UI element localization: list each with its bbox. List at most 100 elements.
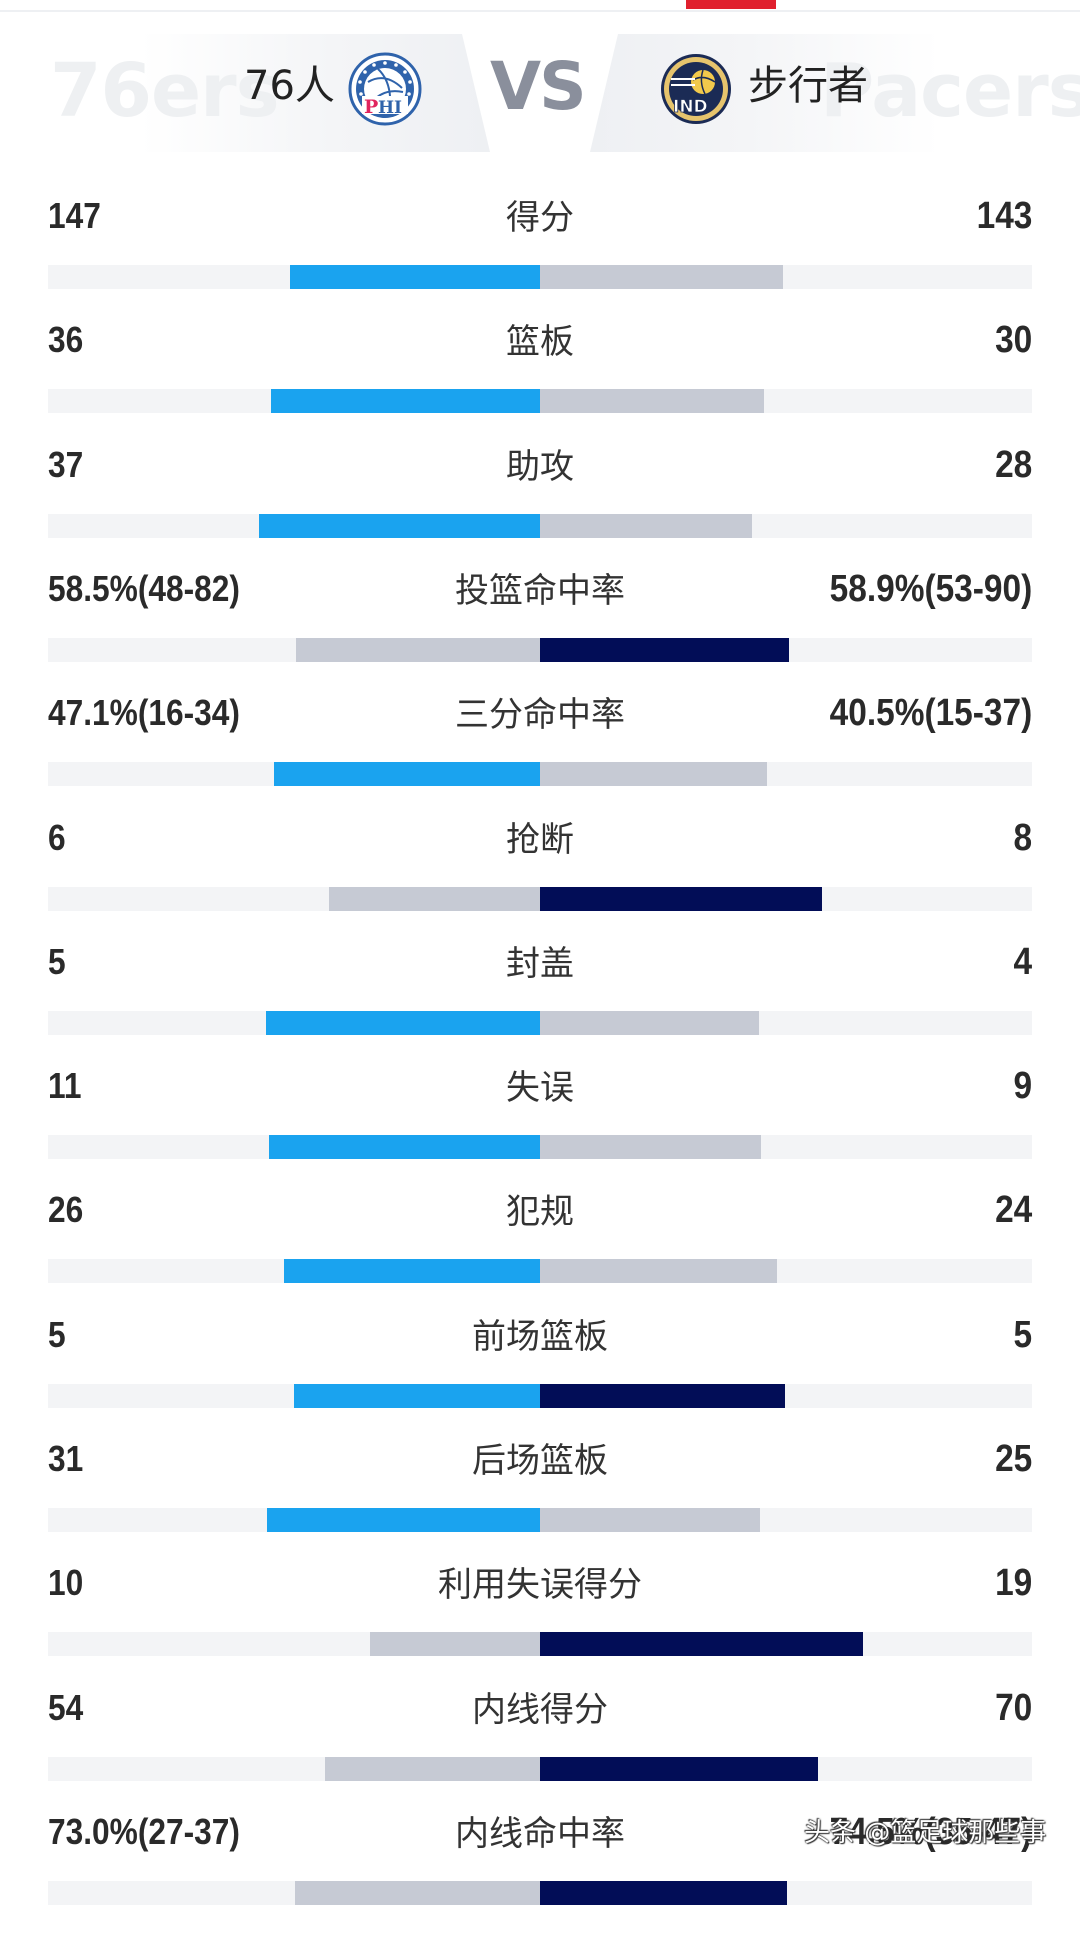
stat-row: 73.0%(27-37) 内线命中率 74.5%(35-47): [0, 1811, 1080, 1956]
away-stat-bar: [540, 265, 783, 289]
away-stat-value: 19: [994, 1562, 1032, 1605]
away-stat-value: 58.9%(53-90): [829, 567, 1032, 610]
stat-row: 31 后场篮板 25: [0, 1438, 1080, 1583]
stat-row: 5 封盖 4: [0, 941, 1080, 1086]
away-stat-value: 30: [994, 319, 1032, 362]
home-stat-bar: [296, 637, 540, 662]
home-stat-value: 37: [48, 443, 84, 485]
home-team-name[interactable]: 76人: [244, 63, 335, 109]
stat-row: 147 得分 143: [0, 195, 1080, 340]
home-stat-value: 5: [48, 940, 66, 982]
home-stat-value: 31: [48, 1438, 84, 1479]
stat-row: 5 前场篮板 5: [0, 1314, 1080, 1459]
home-stat-bar: [329, 886, 540, 911]
stat-label: 投篮命中率: [455, 570, 625, 611]
stat-row: 36 篮板 30: [0, 319, 1080, 464]
stat-row: 10 利用失误得分 19: [0, 1562, 1080, 1707]
home-stat-bar: [370, 1632, 540, 1657]
home-panel-bg: [140, 34, 490, 152]
stat-row: 37 助攻 28: [0, 444, 1080, 589]
home-stat-bar: [325, 1756, 540, 1781]
away-watermark: Pacers: [820, 48, 1080, 134]
away-stat-bar: [540, 1135, 761, 1160]
stat-label: 助攻: [506, 446, 574, 487]
away-stat-bar: [540, 1259, 777, 1284]
away-team-name[interactable]: 步行者: [748, 63, 868, 109]
home-stat-bar: [295, 1880, 540, 1905]
home-stat-value: 147: [48, 195, 101, 236]
away-stat-value: 70: [994, 1686, 1032, 1729]
stat-label: 失误: [506, 1068, 574, 1109]
away-stat-bar: [540, 886, 822, 911]
away-stat-bar: [540, 389, 764, 414]
away-stat-value: 5: [1013, 1313, 1032, 1356]
home-stat-value: 5: [48, 1313, 66, 1355]
vs-label: VS: [490, 48, 587, 125]
stat-row: 6 抢断 8: [0, 817, 1080, 962]
source-watermark: 头条 @篮足球那些事: [804, 1818, 1047, 1848]
away-stat-bar: [540, 637, 789, 662]
home-stat-bar: [259, 513, 540, 538]
stat-label: 内线得分: [472, 1689, 608, 1730]
svg-text:P: P: [364, 96, 378, 118]
stat-label: 犯规: [506, 1192, 574, 1233]
svg-text:IND: IND: [673, 97, 708, 117]
away-stat-bar: [540, 1756, 818, 1781]
active-tab-indicator: [686, 0, 776, 9]
away-stat-value: 4: [1013, 940, 1032, 983]
away-stat-value: 9: [1013, 1065, 1032, 1108]
home-stat-bar: [290, 265, 540, 289]
home-stat-bar: [284, 1259, 540, 1284]
stat-label: 后场篮板: [472, 1441, 608, 1481]
home-stat-bar: [294, 1383, 540, 1408]
home-stat-value: 47.1%(16-34): [48, 692, 240, 734]
svg-text:HI: HI: [378, 98, 402, 118]
stat-label: 三分命中率: [455, 695, 625, 736]
away-stat-value: 28: [994, 443, 1032, 486]
home-stat-bar: [271, 389, 540, 414]
stat-label: 封盖: [506, 943, 574, 984]
away-stat-value: 24: [994, 1189, 1032, 1232]
home-stat-bar: [267, 1508, 540, 1532]
away-panel-bg: [590, 34, 940, 152]
away-stat-bar: [540, 1010, 759, 1035]
stat-label: 篮板: [506, 322, 574, 363]
away-stat-value: 8: [1013, 816, 1032, 859]
away-stat-value: 40.5%(15-37): [829, 692, 1032, 735]
stat-label: 内线命中率: [455, 1813, 625, 1854]
home-stat-bar: [269, 1135, 540, 1160]
home-stat-value: 26: [48, 1189, 84, 1231]
stat-row: 47.1%(16-34) 三分命中率 40.5%(15-37): [0, 692, 1080, 837]
away-stat-value: 74.5%(35-47): [829, 1810, 1032, 1853]
home-stat-value: 36: [48, 319, 84, 361]
stat-label: 前场篮板: [472, 1316, 608, 1357]
home-stat-bar: [266, 1010, 540, 1035]
home-stat-value: 58.5%(48-82): [48, 567, 240, 609]
stat-label: 利用失误得分: [438, 1565, 642, 1606]
away-stat-bar: [540, 1880, 787, 1905]
stat-label: 得分: [506, 198, 574, 238]
away-stat-bar: [540, 762, 767, 787]
stat-row: 58.5%(48-82) 投篮命中率 58.9%(53-90): [0, 568, 1080, 713]
home-watermark: 76ers: [50, 48, 280, 134]
home-stat-value: 73.0%(27-37): [48, 1810, 240, 1852]
pacers-logo-icon[interactable]: IND: [659, 52, 733, 126]
away-stat-value: 143: [976, 195, 1032, 237]
stat-label: 抢断: [506, 819, 574, 860]
home-stat-value: 10: [48, 1562, 84, 1604]
matchup-header: 76ers Pacers 76人 P HI VS: [0, 28, 1080, 152]
stat-row: 11 失误 9: [0, 1065, 1080, 1210]
home-stat-value: 6: [48, 816, 66, 858]
header-divider: [0, 10, 1080, 12]
away-stat-bar: [540, 1383, 785, 1408]
stat-row: 26 犯规 24: [0, 1189, 1080, 1334]
stat-row: 54 内线得分 70: [0, 1687, 1080, 1832]
away-stat-bar: [540, 1632, 863, 1657]
home-stat-value: 54: [48, 1686, 84, 1728]
sixers-logo-icon[interactable]: P HI: [348, 52, 422, 126]
home-stat-bar: [274, 762, 540, 787]
away-stat-value: 25: [994, 1438, 1032, 1480]
away-stat-bar: [540, 513, 752, 538]
home-stat-value: 11: [48, 1065, 82, 1107]
away-stat-bar: [540, 1508, 760, 1532]
